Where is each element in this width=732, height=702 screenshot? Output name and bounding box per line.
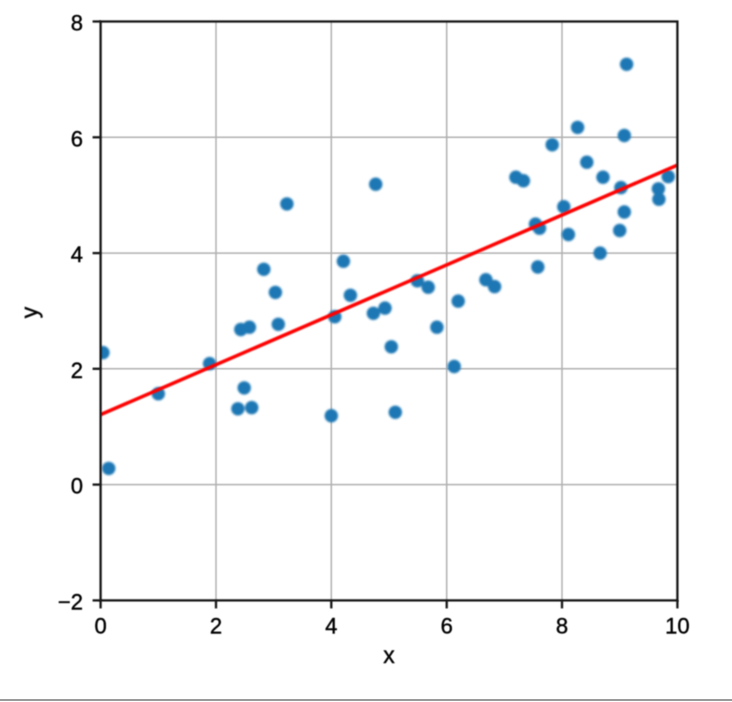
svg-text:0: 0 — [71, 474, 83, 499]
svg-text:2: 2 — [71, 358, 83, 383]
svg-text:0: 0 — [94, 613, 106, 638]
svg-text:x: x — [383, 642, 395, 668]
svg-text:2: 2 — [210, 613, 222, 638]
svg-text:−2: −2 — [58, 590, 83, 615]
svg-text:6: 6 — [441, 613, 453, 638]
svg-text:y: y — [16, 306, 42, 318]
svg-text:8: 8 — [556, 613, 568, 638]
svg-text:10: 10 — [665, 613, 689, 638]
svg-text:4: 4 — [71, 242, 83, 267]
svg-text:6: 6 — [71, 126, 83, 151]
svg-text:4: 4 — [325, 613, 337, 638]
svg-text:8: 8 — [71, 11, 83, 36]
